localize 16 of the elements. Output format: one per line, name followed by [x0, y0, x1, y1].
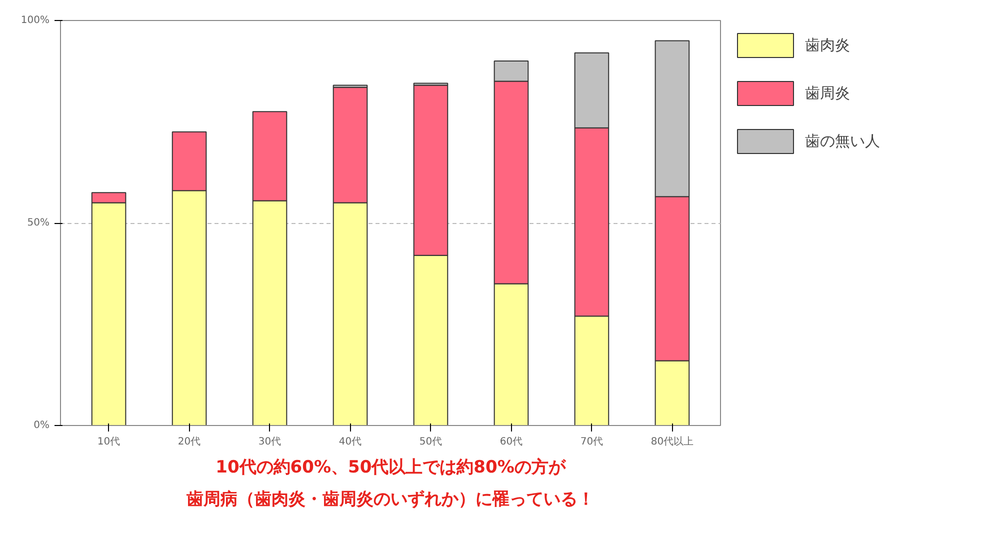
x-tick-label: 80代以上: [650, 436, 694, 448]
y-tick-label: 50%: [27, 218, 50, 228]
y-tick-label: 0%: [34, 420, 50, 431]
x-tick-label: 10代: [97, 436, 120, 448]
x-tick-label: 40代: [338, 436, 362, 448]
legend-label: 歯の無い人: [805, 132, 880, 150]
legend-label: 歯肉炎: [805, 36, 850, 54]
y-tick-label: 100%: [20, 15, 50, 26]
x-tick-label: 70代: [580, 436, 604, 448]
legend-label: 歯周炎: [805, 84, 850, 102]
x-tick-label: 30代: [258, 436, 282, 448]
x-tick-label: 60代: [500, 436, 523, 448]
text: 10代の約60%、50代以上では約80%の方が: [216, 458, 566, 478]
x-tick-label: 50代: [419, 436, 442, 448]
x-tick-label: 20代: [178, 436, 201, 448]
text: 歯周病（歯肉炎・歯周炎のいずれか）に罹っている！: [186, 490, 594, 510]
